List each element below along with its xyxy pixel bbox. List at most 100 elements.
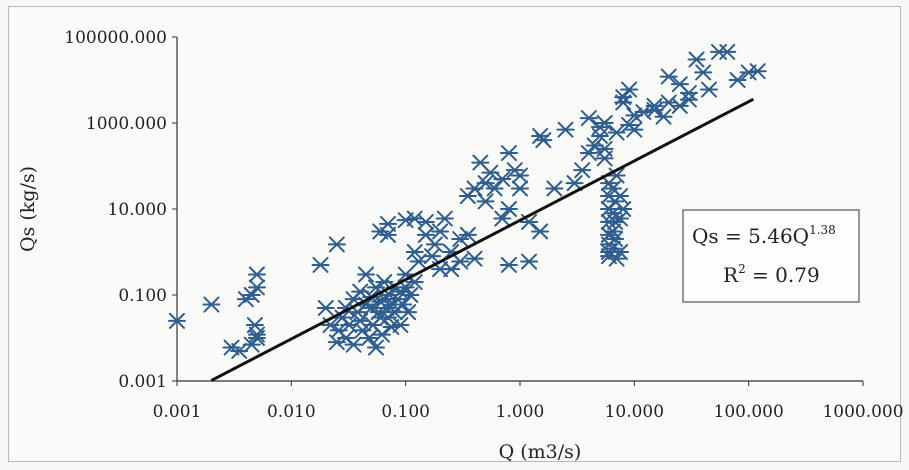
axis-labels: 0.001 0.010 0.100 1.000 10.000 100.000 1000.00… bbox=[17, 28, 904, 463]
data-point bbox=[391, 317, 410, 334]
data-point bbox=[416, 213, 435, 230]
data-point bbox=[423, 248, 442, 265]
trendline-equation: Qs = 5.46Q1.38 bbox=[692, 223, 836, 248]
data-point bbox=[242, 287, 261, 303]
y-tick-label: 10.000 bbox=[108, 200, 167, 220]
data-point bbox=[748, 63, 767, 80]
data-point bbox=[405, 210, 424, 227]
data-point bbox=[458, 226, 477, 243]
data-point bbox=[654, 108, 673, 125]
data-point bbox=[687, 51, 706, 68]
x-tick-label: 10.000 bbox=[605, 402, 664, 422]
data-point bbox=[493, 170, 512, 187]
data-point bbox=[511, 180, 529, 197]
equation-exponent: 1.38 bbox=[809, 223, 836, 237]
x-tick-label: 0.100 bbox=[381, 402, 430, 422]
data-point bbox=[499, 145, 518, 162]
data-point bbox=[556, 121, 575, 138]
data-point bbox=[531, 223, 550, 240]
data-point bbox=[545, 180, 564, 197]
data-point bbox=[645, 102, 664, 119]
x-axis-title: Q (m3/s) bbox=[499, 441, 582, 463]
data-point bbox=[396, 266, 415, 283]
data-point bbox=[435, 210, 454, 227]
data-point bbox=[382, 319, 401, 336]
data-point bbox=[606, 231, 625, 248]
data-point bbox=[327, 236, 346, 253]
data-point bbox=[394, 296, 413, 313]
axes bbox=[172, 36, 864, 386]
data-point bbox=[399, 304, 418, 321]
data-point bbox=[565, 175, 584, 192]
data-point bbox=[378, 215, 397, 232]
data-point bbox=[242, 336, 261, 353]
y-tick-label: 100000.000 bbox=[64, 28, 167, 48]
data-point bbox=[245, 317, 264, 334]
y-tick-label: 0.100 bbox=[118, 286, 167, 306]
trendline bbox=[210, 97, 755, 382]
data-point bbox=[405, 244, 424, 260]
data-point bbox=[316, 299, 335, 316]
x-tick-label: 1.000 bbox=[496, 402, 545, 422]
data-point bbox=[611, 244, 630, 260]
data-point bbox=[659, 68, 678, 85]
data-point bbox=[372, 326, 391, 343]
x-tick-label: 0.001 bbox=[153, 402, 202, 422]
data-point bbox=[401, 287, 420, 303]
data-point bbox=[534, 132, 553, 149]
trendline-layer bbox=[210, 97, 755, 382]
data-point bbox=[573, 162, 592, 179]
data-point bbox=[493, 210, 512, 227]
data-point bbox=[620, 81, 639, 98]
data-point bbox=[442, 261, 461, 278]
data-point bbox=[595, 150, 614, 167]
data-point bbox=[476, 193, 495, 210]
x-tick-label: 100.000 bbox=[714, 402, 784, 422]
data-point bbox=[700, 81, 719, 98]
data-point bbox=[520, 253, 539, 270]
data-point bbox=[611, 188, 630, 205]
data-point bbox=[718, 43, 737, 60]
data-point bbox=[451, 253, 470, 270]
r2-exponent: 2 bbox=[738, 262, 746, 276]
data-point bbox=[659, 94, 678, 111]
data-point bbox=[499, 201, 518, 217]
data-point bbox=[679, 91, 698, 108]
data-point bbox=[614, 201, 633, 217]
data-point bbox=[247, 330, 266, 346]
data-point bbox=[357, 266, 376, 283]
data-point bbox=[425, 236, 444, 253]
y-tick-label: 1000.000 bbox=[86, 114, 167, 134]
data-point bbox=[511, 167, 529, 184]
equation-main: Qs = 5.46Q bbox=[692, 224, 809, 248]
data-point bbox=[614, 89, 633, 106]
data-point bbox=[247, 279, 266, 296]
data-point bbox=[694, 64, 713, 81]
x-tick-label: 1000.000 bbox=[822, 402, 903, 422]
data-point bbox=[202, 296, 221, 313]
r2-value: = 0.79 bbox=[746, 263, 820, 287]
data-point bbox=[431, 223, 450, 240]
data-point bbox=[344, 336, 363, 353]
data-point bbox=[366, 339, 385, 356]
equation-box-border bbox=[682, 209, 860, 303]
data-points bbox=[168, 43, 767, 359]
data-point bbox=[311, 256, 330, 273]
data-point bbox=[485, 180, 504, 197]
y-tick-label: 0.001 bbox=[118, 372, 167, 392]
data-point bbox=[247, 266, 266, 283]
data-point bbox=[625, 121, 644, 138]
data-point bbox=[168, 312, 186, 329]
data-point bbox=[360, 330, 379, 346]
data-point bbox=[607, 167, 626, 184]
data-point bbox=[465, 250, 484, 267]
data-point bbox=[670, 97, 689, 114]
equation-box: Qs = 5.46Q1.38 R2 = 0.79 bbox=[682, 209, 860, 303]
data-point bbox=[499, 256, 518, 273]
r-squared-label: R2 = 0.79 bbox=[723, 262, 820, 287]
r2-prefix: R bbox=[723, 263, 739, 287]
data-point bbox=[595, 115, 614, 131]
data-point bbox=[579, 110, 598, 127]
